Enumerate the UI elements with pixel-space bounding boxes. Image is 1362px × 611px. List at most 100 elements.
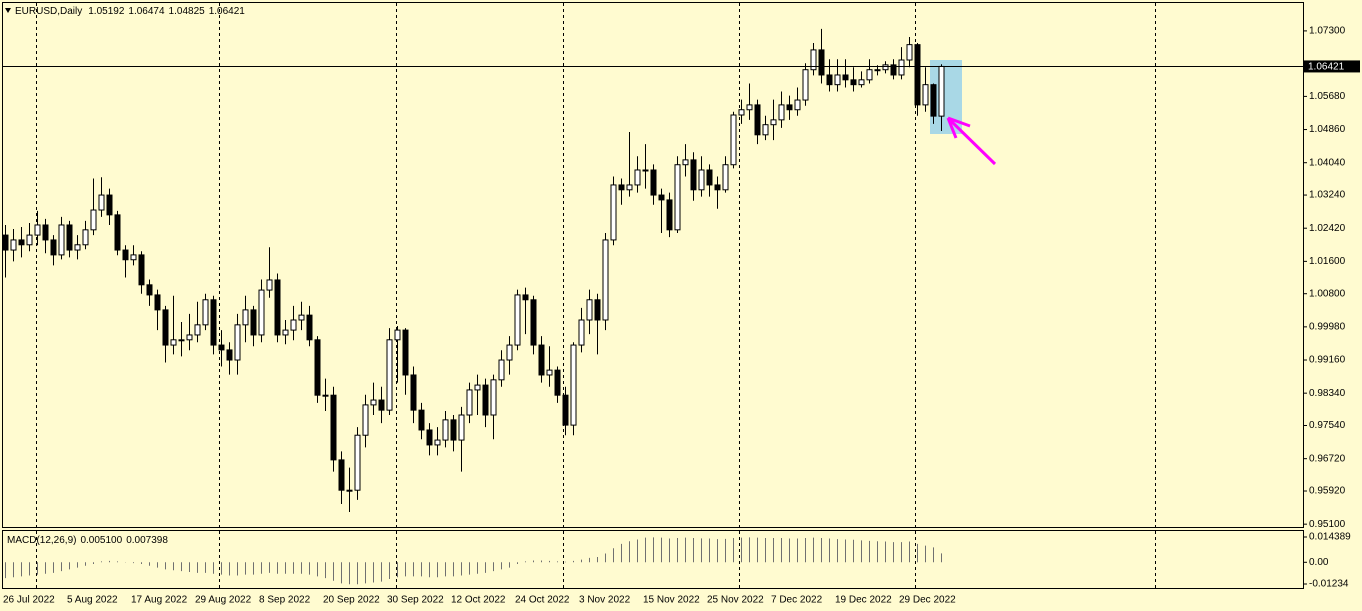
candle-body — [210, 299, 217, 346]
x-tick-label: 29 Aug 2022 — [195, 595, 252, 606]
candle-body — [578, 319, 585, 346]
main-pane — [2, 2, 1304, 528]
y-tick-label: 0.00 — [1309, 557, 1329, 568]
candle-body — [610, 184, 617, 241]
candle-body — [322, 394, 329, 397]
macd-header: MACD(12,26,9) 0.005100 0.007398 — [7, 535, 168, 546]
candle-body — [58, 224, 65, 256]
candle-body — [138, 254, 145, 286]
candle-body — [834, 74, 841, 86]
candle-body — [242, 309, 249, 326]
candle-body — [346, 489, 353, 492]
candle-body — [874, 69, 881, 72]
macd-readout: 0.005100 — [80, 535, 122, 546]
candle-body — [226, 349, 233, 361]
candle-body — [562, 394, 569, 426]
candle-body — [458, 414, 465, 441]
price-label-box — [1304, 60, 1360, 73]
candle-body — [26, 234, 33, 246]
candle-body — [474, 384, 481, 391]
y-tick-label: 0.99160 — [1309, 355, 1346, 366]
y-tick-label: 1.04860 — [1309, 124, 1346, 135]
candle-body — [258, 289, 265, 336]
candle-body — [306, 314, 313, 341]
candle-body — [882, 64, 889, 71]
candle-body — [178, 339, 185, 342]
candle-body — [922, 84, 929, 106]
candle-body — [66, 224, 73, 251]
candle-body — [906, 44, 913, 61]
candle-body — [914, 44, 921, 106]
candle-body — [730, 114, 737, 166]
x-tick-label: 20 Sep 2022 — [323, 595, 380, 606]
x-tick-label: 25 Nov 2022 — [707, 595, 764, 606]
candle-body — [394, 329, 401, 341]
y-tick-label: 0.99980 — [1309, 322, 1346, 333]
arrow-shaft — [948, 118, 997, 166]
candle-body — [298, 314, 305, 321]
candle-body — [370, 399, 377, 406]
candle-body — [170, 339, 177, 346]
candle-body — [770, 119, 777, 126]
open-readout: 1.05192 — [88, 6, 125, 17]
x-tick-label: 24 Oct 2022 — [515, 595, 570, 606]
candle-body — [266, 279, 273, 291]
candle-body — [10, 239, 17, 251]
candle-body — [378, 399, 385, 411]
y-tick-label: 0.98340 — [1309, 388, 1346, 399]
candle-body — [130, 254, 137, 261]
y-tick-label: 0.95100 — [1309, 519, 1346, 530]
x-tick-label: 7 Dec 2022 — [771, 595, 823, 606]
candle-body — [202, 299, 209, 326]
candle-body — [930, 84, 937, 117]
candle-body — [162, 309, 169, 346]
candle-body — [74, 244, 81, 251]
candle-body — [746, 104, 753, 111]
y-tick-label: 1.07300 — [1309, 26, 1346, 37]
candle-body — [146, 284, 153, 296]
candle-body — [658, 194, 665, 201]
candle-body — [490, 379, 497, 416]
candle-body — [450, 419, 457, 441]
candle-body — [514, 294, 521, 346]
candle-body — [466, 389, 473, 416]
candle-body — [602, 239, 609, 321]
y-tick-label: 1.05680 — [1309, 91, 1346, 102]
candle-body — [354, 434, 361, 491]
candle-body — [82, 229, 89, 246]
candle-body — [338, 459, 345, 491]
candle-body — [786, 104, 793, 111]
y-tick-label: 1.04040 — [1309, 157, 1346, 168]
candle-body — [898, 59, 905, 76]
price-label: 1.06421 — [1308, 62, 1345, 73]
candle-body — [682, 159, 689, 166]
candle-body — [642, 169, 649, 172]
candle-body — [866, 69, 873, 81]
candle-body — [42, 224, 49, 241]
y-tick-label: 1.02420 — [1309, 223, 1346, 234]
x-tick-label: 15 Nov 2022 — [643, 595, 700, 606]
candle-body — [34, 224, 41, 236]
menu-triangle — [5, 8, 11, 13]
candle-body — [858, 79, 865, 86]
candle-body — [586, 299, 593, 321]
candle-body — [762, 124, 769, 136]
chart-title: EURUSD,Daily — [15, 6, 82, 17]
candle-body — [778, 104, 785, 121]
y-tick-label: 1.00800 — [1309, 288, 1346, 299]
candle-body — [314, 339, 321, 396]
candle-body — [282, 329, 289, 336]
macd-title: MACD(12,26,9) — [7, 535, 76, 546]
candle-body — [674, 164, 681, 231]
candle-body — [330, 394, 337, 461]
candle-body — [386, 339, 393, 411]
candle-body — [634, 169, 641, 186]
candle-body — [794, 99, 801, 111]
y-tick-label: 0.96720 — [1309, 453, 1346, 464]
candle-body — [698, 169, 705, 191]
candle-body — [106, 194, 113, 216]
macd-readout: 0.007398 — [126, 535, 168, 546]
x-tick-label: 3 Nov 2022 — [579, 595, 631, 606]
